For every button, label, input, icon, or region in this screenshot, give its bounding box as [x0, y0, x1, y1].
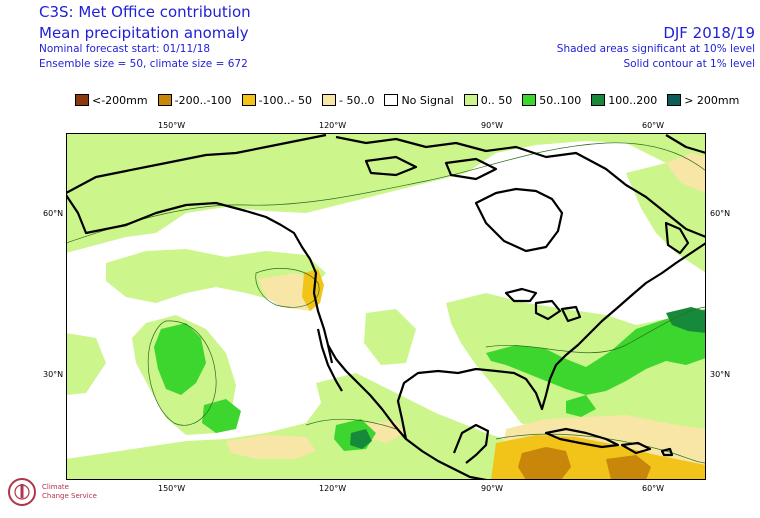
- anomaly-dry-strong-areas: [518, 447, 651, 480]
- significance-shaded-text: Shaded areas significant at 10% level: [556, 43, 755, 55]
- legend-label: No Signal: [401, 93, 454, 107]
- chart-title: C3S: Met Office contribution: [39, 3, 251, 21]
- significance-contour-text: Solid contour at 1% level: [623, 58, 755, 70]
- legend-swatch: [667, 94, 682, 106]
- anomaly-wet-strong-areas: [350, 307, 706, 449]
- lon-label-top-120w: 120°W: [319, 121, 347, 130]
- lat-label-right-60n: 60°N: [710, 209, 731, 218]
- logo-text-line1: Climate: [42, 483, 69, 491]
- legend-item: -200..-100: [157, 93, 232, 107]
- logo-ring-icon: [8, 478, 36, 506]
- lat-label-right-30n: 30°N: [710, 370, 731, 379]
- legend-item: 0.. 50: [463, 93, 513, 107]
- legend-label: <-200mm: [92, 93, 148, 107]
- legend-swatch: [591, 94, 606, 106]
- legend-swatch: [384, 94, 399, 106]
- legend-label: -100..- 50: [258, 93, 312, 107]
- legend-item: 100..200: [591, 94, 657, 107]
- lon-label-bottom-90w: 90°W: [481, 484, 504, 493]
- lon-label-bottom-120w: 120°W: [319, 484, 347, 493]
- lon-label-bottom-150w: 150°W: [158, 484, 186, 493]
- legend-label: 50..100: [539, 93, 582, 107]
- legend-item: No Signal: [384, 93, 454, 107]
- legend-label: > 200mm: [684, 93, 740, 107]
- coastlines: [66, 133, 706, 480]
- legend-item: 50..100: [522, 94, 581, 107]
- legend-item: > 200mm: [667, 94, 739, 107]
- legend-label: - 50..0: [338, 93, 375, 107]
- legend-swatch: [463, 94, 478, 106]
- legend-swatch: [75, 94, 89, 106]
- legend-item: -100..- 50: [241, 93, 312, 107]
- legend-item: <-200mm: [75, 94, 148, 107]
- legend-label: 0.. 50: [480, 93, 513, 107]
- color-legend: <-200mm -200..-100 -100..- 50 - 50..0 No Sig…: [75, 92, 749, 108]
- lon-label-top-60w: 60°W: [642, 121, 665, 130]
- legend-swatch: [157, 94, 172, 106]
- lon-label-top-150w: 150°W: [158, 121, 186, 130]
- lon-label-top-90w: 90°W: [481, 121, 504, 130]
- legend-label: -200..-100: [174, 93, 232, 107]
- chart-subtitle: Mean precipitation anomaly: [39, 24, 249, 42]
- season-label: DJF 2018/19: [663, 24, 755, 42]
- lat-label-left-30n: 30°N: [43, 370, 64, 379]
- legend-label: 100..200: [608, 93, 658, 107]
- forecast-start-text: Nominal forecast start: 01/11/18: [39, 43, 211, 55]
- legend-swatch: [241, 94, 256, 106]
- legend-item: - 50..0: [321, 93, 375, 107]
- climate-change-service-logo: Climate Change Service: [8, 478, 97, 506]
- legend-swatch: [321, 94, 336, 106]
- map-frame: [66, 133, 706, 480]
- logo-text-line2: Change Service: [42, 492, 97, 500]
- lon-label-bottom-60w: 60°W: [642, 484, 665, 493]
- ensemble-size-text: Ensemble size = 50, climate size = 672: [39, 58, 248, 70]
- lat-label-left-60n: 60°N: [43, 209, 64, 218]
- precipitation-anomaly-map: [66, 133, 706, 480]
- legend-swatch: [522, 94, 537, 106]
